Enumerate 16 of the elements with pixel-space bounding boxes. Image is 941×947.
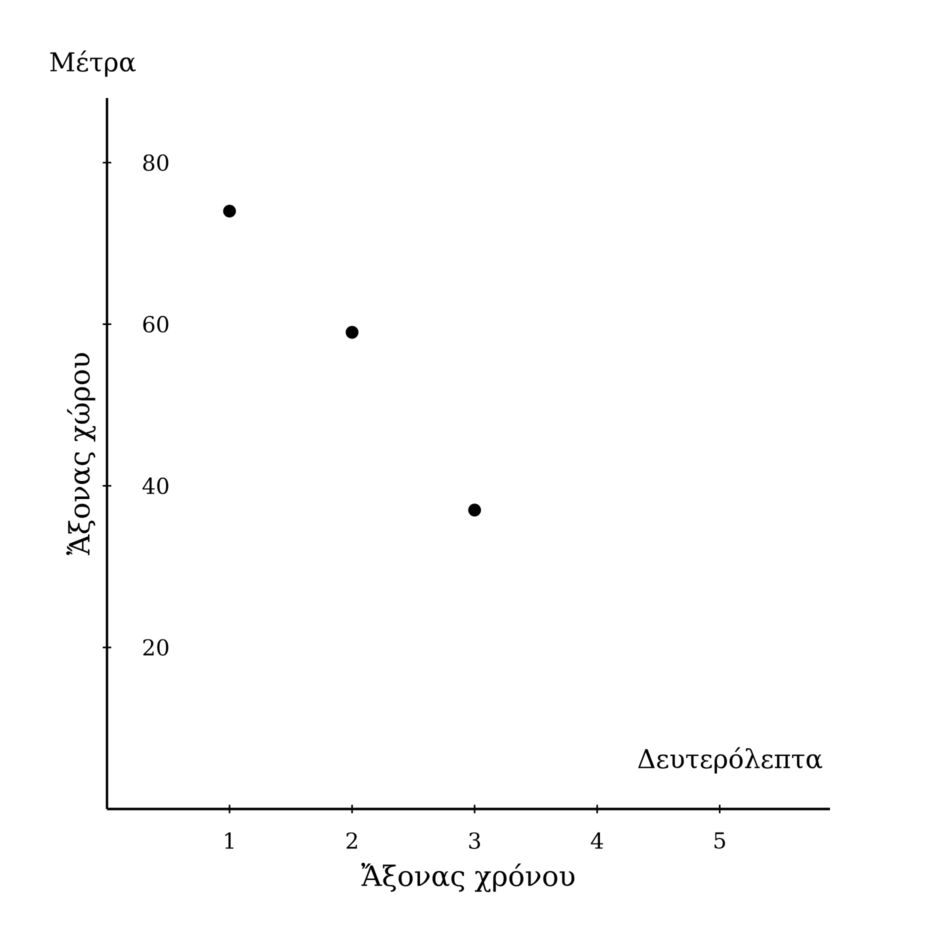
y-tick-label: 80 — [143, 154, 168, 171]
x-tick-label: 5 — [714, 832, 725, 849]
y-tick-label: 20 — [143, 639, 168, 656]
x-tick-label: 2 — [346, 832, 357, 849]
y-tick-label: 60 — [143, 316, 168, 333]
x-axis-title: Ἄξονας χρόνου — [361, 862, 574, 892]
point — [346, 326, 358, 339]
x-tick-label: 3 — [469, 832, 480, 849]
point — [468, 504, 482, 516]
point — [223, 204, 236, 218]
annotation: Δευτερόλεπτα — [638, 747, 822, 774]
text: Μέτρα — [50, 50, 136, 77]
y-axis-title: Ἄξονας χώρου — [66, 353, 96, 556]
x-tick-label: 1 — [225, 832, 234, 849]
x-tick-label: 4 — [590, 832, 604, 849]
y-tick-label: 40 — [142, 478, 168, 494]
